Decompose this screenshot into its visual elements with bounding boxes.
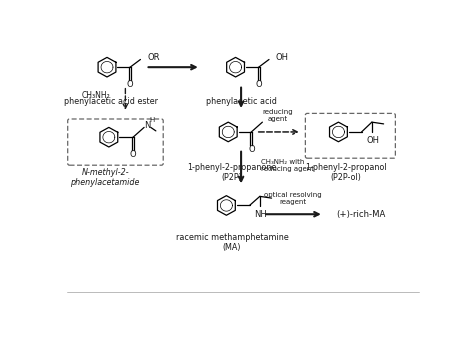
- Text: optical resolving
reagent: optical resolving reagent: [264, 192, 321, 205]
- Text: NH: NH: [254, 210, 267, 219]
- Text: phenylacetic acid: phenylacetic acid: [206, 97, 276, 106]
- Text: N: N: [144, 121, 150, 131]
- Text: OH: OH: [366, 136, 379, 145]
- Text: O: O: [248, 145, 255, 154]
- Text: 1-phenyl-2-propanone
(P2P): 1-phenyl-2-propanone (P2P): [187, 163, 277, 182]
- Text: O: O: [130, 150, 137, 159]
- Text: phenylacetic acid ester: phenylacetic acid ester: [64, 97, 158, 106]
- Text: OH: OH: [275, 53, 289, 62]
- Text: reducing
agent: reducing agent: [263, 109, 293, 122]
- Text: racemic methamphetamine
(MA): racemic methamphetamine (MA): [175, 233, 288, 252]
- Text: CH₃NH₂: CH₃NH₂: [81, 91, 110, 100]
- Text: CH₃NH₂ with
reducing agent: CH₃NH₂ with reducing agent: [261, 159, 314, 172]
- Text: OR: OR: [147, 53, 160, 62]
- Text: (+)-rich-MA: (+)-rich-MA: [336, 210, 385, 219]
- Text: N-methyl-2-
phenylacetamide: N-methyl-2- phenylacetamide: [71, 168, 140, 188]
- Text: O: O: [127, 80, 134, 89]
- Text: H: H: [150, 117, 155, 123]
- Text: 1-phenyl-2-propanol
(P2P-ol): 1-phenyl-2-propanol (P2P-ol): [305, 163, 387, 182]
- Text: O: O: [255, 80, 262, 89]
